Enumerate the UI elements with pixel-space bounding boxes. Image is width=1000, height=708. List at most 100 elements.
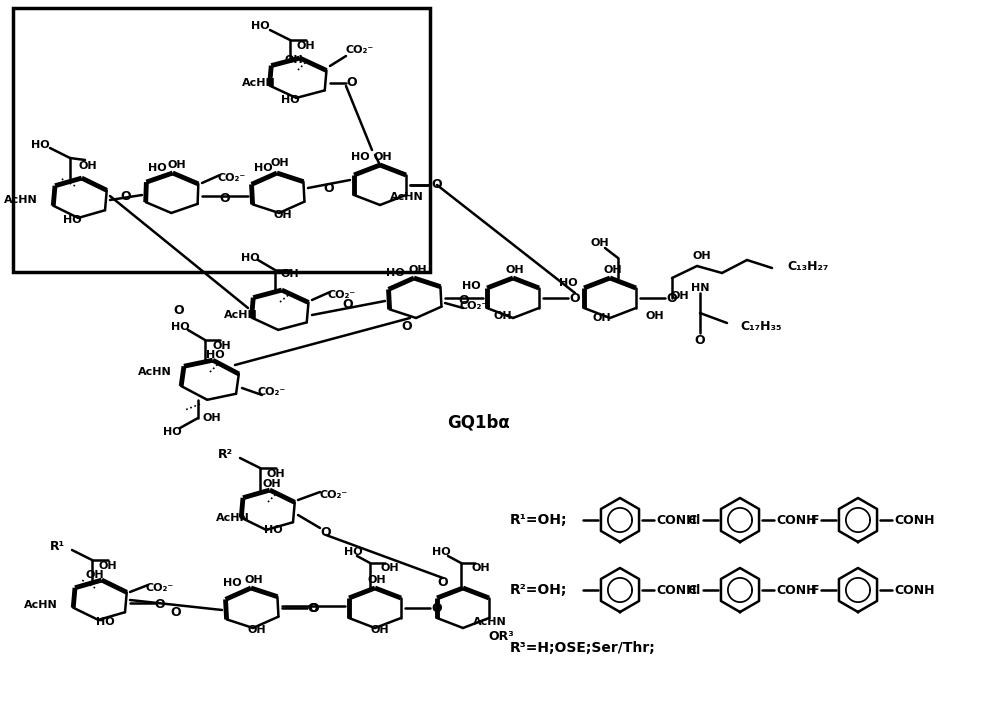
Text: O: O (343, 297, 353, 311)
Text: OH: OH (409, 265, 427, 275)
Text: OH: OH (671, 291, 689, 301)
Text: CONH: CONH (776, 513, 816, 527)
Text: AcHN: AcHN (473, 617, 507, 627)
Text: OH: OH (374, 152, 392, 162)
Text: OH: OH (271, 158, 289, 168)
Text: O: O (324, 183, 334, 195)
Text: OH: OH (285, 55, 303, 65)
Text: HO: HO (163, 427, 181, 437)
Text: O: O (309, 602, 319, 615)
Text: HO: HO (344, 547, 362, 557)
Text: R¹: R¹ (50, 540, 65, 554)
Text: OH: OH (99, 561, 117, 571)
Text: HO: HO (241, 253, 259, 263)
Text: OH: OH (646, 311, 664, 321)
Text: O: O (402, 319, 412, 333)
Text: HO: HO (63, 215, 81, 225)
Text: CO₂⁻: CO₂⁻ (328, 290, 356, 300)
Text: AcHN: AcHN (24, 600, 58, 610)
Text: CO₂⁻: CO₂⁻ (145, 583, 173, 593)
Text: AcHN: AcHN (138, 367, 172, 377)
Text: AcHN: AcHN (390, 192, 424, 202)
Text: HO: HO (281, 95, 299, 105)
Text: OR³: OR³ (488, 629, 514, 642)
Text: OH: OH (591, 238, 609, 248)
Text: OH: OH (245, 575, 263, 585)
Text: O: O (155, 598, 165, 610)
Text: OH: OH (381, 563, 399, 573)
Text: OH: OH (604, 265, 622, 275)
Text: HO: HO (171, 322, 189, 332)
Text: C₁₃H₂₇: C₁₃H₂₇ (787, 260, 828, 273)
Text: HO: HO (251, 21, 269, 31)
Text: O: O (220, 191, 230, 205)
Text: HO: HO (462, 281, 480, 291)
Text: O: O (570, 292, 580, 304)
Text: Cl: Cl (688, 583, 701, 597)
Text: AcHN: AcHN (216, 513, 250, 523)
Text: R¹=OH;: R¹=OH; (510, 513, 568, 527)
Text: HO: HO (351, 152, 369, 162)
Text: HO: HO (432, 547, 450, 557)
Text: Cl: Cl (688, 513, 701, 527)
Text: HO: HO (264, 525, 282, 535)
Text: CONH: CONH (894, 513, 934, 527)
Text: OH: OH (274, 210, 292, 220)
Text: HO: HO (223, 578, 241, 588)
Text: O: O (308, 603, 318, 615)
Text: O: O (321, 525, 331, 539)
Text: HO: HO (148, 163, 166, 173)
Text: O: O (121, 190, 131, 203)
Text: OH: OH (248, 625, 266, 635)
Text: OH: OH (506, 265, 524, 275)
Text: CO₂⁻: CO₂⁻ (320, 490, 348, 500)
Text: OH: OH (371, 625, 389, 635)
Text: OH: OH (267, 469, 285, 479)
Text: CO₂⁻: CO₂⁻ (346, 45, 374, 55)
Text: CO₂⁻: CO₂⁻ (258, 387, 286, 397)
Text: O: O (459, 294, 469, 307)
Text: OH: OH (472, 563, 490, 573)
Text: GQ1bα: GQ1bα (447, 413, 509, 431)
Text: CONH: CONH (656, 583, 696, 597)
Text: AcHN: AcHN (242, 78, 276, 88)
Text: O: O (174, 304, 184, 316)
Text: CO₂⁻: CO₂⁻ (460, 301, 488, 311)
Text: O: O (347, 76, 357, 89)
Text: OH: OH (213, 341, 231, 351)
Text: CONH: CONH (656, 513, 696, 527)
Text: O: O (171, 607, 181, 620)
Text: O: O (432, 602, 442, 615)
Text: HO: HO (386, 268, 404, 278)
Text: R³=H;OSE;Ser/Thr;: R³=H;OSE;Ser/Thr; (510, 641, 656, 655)
Text: OH: OH (79, 161, 97, 171)
Text: AcHN: AcHN (224, 310, 258, 320)
Text: OH: OH (86, 570, 104, 580)
Text: O: O (438, 576, 448, 590)
Text: OH: OH (593, 313, 611, 323)
Text: CO₂⁻: CO₂⁻ (217, 173, 245, 183)
Text: HO: HO (206, 350, 224, 360)
Text: C₁₇H₃₅: C₁₇H₃₅ (740, 319, 782, 333)
Text: AcHN: AcHN (4, 195, 38, 205)
Text: OH: OH (494, 311, 512, 321)
Text: HN: HN (691, 283, 709, 293)
Text: HO: HO (31, 140, 49, 150)
Text: R²: R² (218, 448, 233, 462)
Text: OH: OH (203, 413, 221, 423)
Text: O: O (695, 333, 705, 346)
Bar (13, 8, 430, 272)
Text: OH: OH (263, 479, 281, 489)
Text: HO: HO (96, 617, 114, 627)
Text: O: O (667, 292, 677, 304)
Text: OH: OH (281, 269, 299, 279)
Text: CONH: CONH (776, 583, 816, 597)
Text: F: F (810, 583, 819, 597)
Text: OH: OH (368, 575, 386, 585)
Text: F: F (810, 513, 819, 527)
Text: OH: OH (168, 160, 186, 170)
Text: HO: HO (559, 278, 577, 288)
Text: R²=OH;: R²=OH; (510, 583, 567, 597)
Text: CONH: CONH (894, 583, 934, 597)
Text: HO: HO (254, 163, 272, 173)
